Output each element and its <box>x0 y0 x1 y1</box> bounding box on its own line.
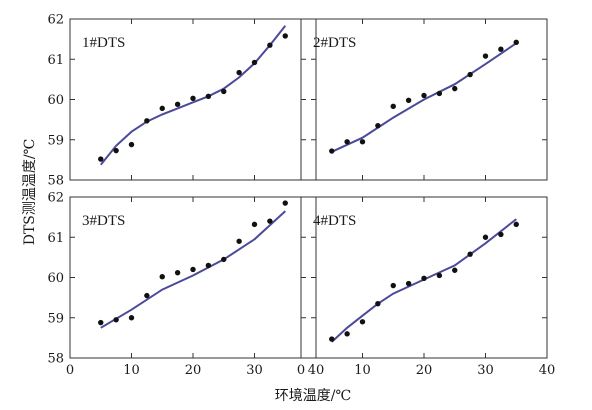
panel-3: 0 10 20 30 40 58 59 60 61 62 3#DTS <box>47 191 324 379</box>
data-point <box>128 315 135 321</box>
data-point <box>174 269 181 276</box>
data-point <box>390 103 396 110</box>
data-point <box>467 251 473 257</box>
x-tick-label: 40 <box>539 363 556 378</box>
data-point <box>267 218 273 224</box>
y-tick-label: 59 <box>47 133 64 148</box>
data-point <box>452 85 458 92</box>
data-point <box>251 59 258 66</box>
data-point <box>128 141 135 148</box>
data-point <box>329 336 335 342</box>
data-point <box>436 272 443 279</box>
data-point <box>390 282 396 289</box>
data-point <box>452 267 458 273</box>
data-point <box>359 139 366 145</box>
data-point <box>344 331 350 337</box>
data-point <box>482 234 489 240</box>
data-point <box>375 300 381 307</box>
data-point <box>436 90 443 97</box>
data-point <box>174 101 181 108</box>
fit-curve <box>100 25 287 166</box>
data-point <box>405 280 412 287</box>
y-tick-label: 60 <box>47 271 64 286</box>
x-tick-label: 30 <box>246 363 263 378</box>
data-point <box>144 292 150 299</box>
data-point <box>344 139 350 145</box>
data-point <box>482 53 489 59</box>
data-point <box>467 71 473 78</box>
x-tick-label: 10 <box>123 363 140 378</box>
data-point <box>267 42 273 48</box>
data-point <box>236 69 242 76</box>
y-tick-label: 62 <box>47 191 64 206</box>
y-tick-label: 59 <box>47 311 64 326</box>
data-point <box>421 275 427 282</box>
panel-title: 4#DTS <box>313 213 356 229</box>
panel-title: 2#DTS <box>313 35 356 51</box>
x-tick-label: 10 <box>354 363 371 378</box>
data-point <box>190 266 196 273</box>
data-point <box>282 33 288 39</box>
x-tick-label: 20 <box>416 363 433 378</box>
data-point <box>282 200 288 206</box>
data-point <box>251 221 258 228</box>
data-point <box>375 122 381 129</box>
data-point <box>359 319 366 325</box>
data-point <box>144 118 150 124</box>
data-point <box>159 273 165 280</box>
data-point <box>513 39 519 46</box>
y-tick-label: 58 <box>47 174 64 189</box>
y-tick-label: 60 <box>47 93 64 108</box>
panel-1: 58 59 60 61 62 1#DTS <box>47 13 317 189</box>
data-point <box>498 231 504 238</box>
y-tick-label: 58 <box>47 352 64 367</box>
fit-curve <box>331 218 517 343</box>
data-point <box>221 256 227 263</box>
x-tick-label: 20 <box>185 363 202 378</box>
data-point <box>405 97 412 104</box>
y-tick-label: 61 <box>47 231 64 246</box>
data-point <box>98 156 104 162</box>
data-point <box>190 95 196 101</box>
data-point <box>513 221 519 228</box>
data-point <box>113 147 119 154</box>
data-point <box>498 46 504 52</box>
panel-4: 0 10 20 30 40 4#DTS <box>297 196 556 378</box>
data-point <box>221 88 227 95</box>
y-tick-label: 62 <box>47 13 64 28</box>
data-point <box>205 262 212 269</box>
y-tick-label: 61 <box>47 53 64 68</box>
data-point <box>329 148 335 154</box>
fit-curve <box>331 42 517 153</box>
fit-curve <box>100 210 286 329</box>
panel-title: 1#DTS <box>82 35 125 51</box>
x-tick-label: 0 <box>297 363 305 378</box>
y-axis-label: DTS测温温度/℃ <box>22 139 38 246</box>
panel-2: 2#DTS <box>300 18 548 181</box>
data-point <box>236 238 242 244</box>
x-axis-label: 环境温度/℃ <box>275 388 351 404</box>
data-point <box>205 93 212 99</box>
x-tick-label: 0 <box>66 363 74 378</box>
panel-title: 3#DTS <box>82 213 125 229</box>
data-point <box>159 105 165 112</box>
x-tick-label: 30 <box>477 363 494 378</box>
data-point <box>98 319 104 326</box>
x-tick-label: 40 <box>308 363 325 378</box>
data-point <box>421 92 427 99</box>
data-point <box>113 317 119 323</box>
